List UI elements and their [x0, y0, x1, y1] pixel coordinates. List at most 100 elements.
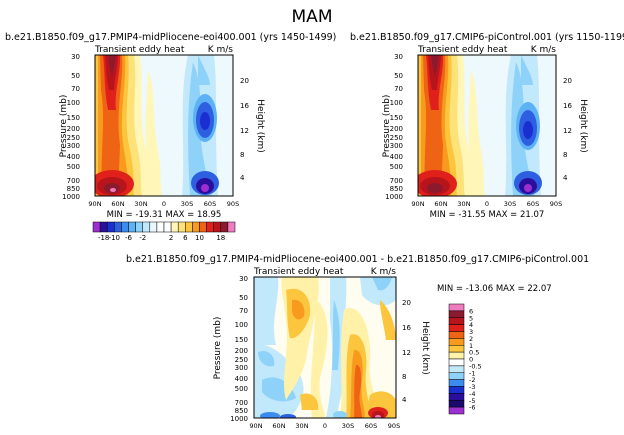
panel-units-label: K m/s [208, 45, 234, 55]
min-max-stats: MIN = -19.31 MAX = 18.95 [107, 210, 222, 220]
y2-axis-height: 20 16 12 8 4 Height (km) [402, 299, 430, 404]
colorbar-swatch [448, 365, 465, 373]
colorbar-tick-label: 18 [216, 234, 225, 242]
height-tick-label: 4 [563, 174, 568, 182]
x-tick-label: 60S [527, 200, 539, 208]
y2-axis-label: Height (km) [255, 99, 265, 153]
x-tick-label: 0 [323, 422, 327, 430]
panel-title: b.e21.B1850.f09_g17.CMIP6-piControl.001 … [350, 32, 624, 43]
colorbar-swatch [149, 221, 158, 233]
y2-axis-height: 20 16 12 8 4 Height (km) [240, 77, 265, 182]
x-tick-label: 90S [388, 422, 400, 430]
y-tick-label: 200 [67, 125, 80, 133]
panel-title: b.e21.B1850.f09_g17.PMIP4-midPliocene-eo… [5, 32, 336, 43]
colorbar-swatch [185, 221, 193, 233]
colorbar-swatch [135, 221, 143, 233]
colorbar-swatch [448, 310, 465, 318]
panel-bottom-difference: b.e21.B1850.f09_g17.PMIP4-midPliocene-eo… [126, 254, 589, 430]
colorbar-tick-label: -10 [109, 234, 120, 242]
x-tick-label: 30N [295, 422, 308, 430]
colorbar-swatch [142, 221, 151, 233]
colorbar-tick-label: 10 [195, 234, 204, 242]
colorbar-swatch [448, 358, 465, 367]
colorbar-swatch [220, 221, 229, 233]
colorbar-tick-label: -0.5 [469, 362, 482, 370]
height-tick-label: 20 [563, 77, 572, 85]
colorbar-swatch [106, 221, 115, 233]
y-tick-label: 50 [394, 72, 403, 80]
colorbar-tick-label: -2 [139, 234, 146, 242]
x-tick-label: 60S [365, 422, 377, 430]
y-axis-pressure: 30 50 70 100 150 200 250 300 400 500 700… [213, 275, 248, 423]
colorbar-tick-label: 1 [469, 342, 473, 350]
y-tick-label: 500 [235, 385, 248, 393]
y-tick-label: 100 [390, 99, 403, 107]
colorbar-swatch [156, 221, 165, 233]
colorbar-tick-label: 5 [469, 314, 473, 322]
height-tick-label: 4 [240, 174, 245, 182]
x-tick-label: 90N [411, 200, 424, 208]
y-tick-label: 200 [235, 347, 248, 355]
y-tick-label: 1000 [230, 415, 248, 423]
colorbar-tick-label: -5 [469, 397, 475, 405]
colorbar-tick-label: -18 [98, 234, 109, 242]
y2-axis-label: Height (km) [420, 321, 430, 375]
colorbar-swatch [448, 338, 465, 346]
colorbar-swatch [448, 379, 465, 387]
panel-top-right: b.e21.B1850.f09_g17.CMIP6-piControl.001 … [350, 32, 624, 220]
colorbar-swatch [448, 400, 465, 408]
y-tick-label: 250 [390, 134, 403, 142]
colorbar-swatch [448, 406, 465, 415]
colorbar-tick-label: -6 [125, 234, 133, 242]
y-tick-label: 250 [235, 356, 248, 364]
x-tick-label: 60N [434, 200, 447, 208]
y-tick-label: 150 [235, 336, 248, 344]
y-tick-label: 100 [67, 99, 80, 107]
y-tick-label: 850 [235, 407, 248, 415]
panel-left-label: Transient eddy heat [94, 45, 185, 55]
x-tick-label: 60S [204, 200, 216, 208]
y-tick-label: 150 [67, 114, 80, 122]
y-tick-label: 30 [71, 53, 80, 61]
colorbar-tick-label: -2 [469, 376, 475, 384]
y-tick-label: 400 [390, 153, 403, 161]
colorbar-swatch [448, 372, 465, 380]
y-axis-label: Pressure (mb) [382, 95, 392, 158]
x-tick-label: 60N [272, 422, 285, 430]
y-tick-label: 400 [67, 153, 80, 161]
y-tick-label: 300 [67, 142, 80, 150]
y-tick-label: 1000 [385, 193, 403, 201]
page-title: MAM [292, 7, 333, 27]
colorbar-tick-label: -3 [469, 383, 475, 391]
x-tick-label: 90S [227, 200, 239, 208]
colorbar-swatch [227, 221, 236, 233]
y-tick-label: 30 [239, 275, 248, 283]
height-tick-label: 16 [563, 102, 572, 110]
y-tick-label: 850 [390, 185, 403, 193]
y2-axis-label: Height (km) [578, 99, 588, 153]
x-tick-label: 30S [342, 422, 354, 430]
heatmap-field [254, 277, 396, 418]
colorbar-tick-label: 3 [469, 328, 473, 336]
x-axis: 90N 60N 30N 0 30S 60S 90S [249, 422, 400, 430]
colorbar-swatch [192, 221, 200, 233]
colorbar-swatch [121, 221, 129, 233]
y-tick-label: 50 [71, 72, 80, 80]
x-tick-label: 90N [88, 200, 101, 208]
colorbar-tick-label: 0 [469, 356, 473, 364]
y-tick-label: 500 [67, 163, 80, 171]
y-tick-label: 300 [390, 142, 403, 150]
height-tick-label: 8 [402, 373, 406, 381]
colorbar-tick-label: 6 [183, 234, 188, 242]
height-tick-label: 16 [240, 102, 249, 110]
min-max-stats: MIN = -13.06 MAX = 22.07 [437, 284, 552, 294]
y-tick-label: 250 [67, 134, 80, 142]
panel-left-label: Transient eddy heat [253, 267, 344, 277]
y-axis-pressure: 30 50 70 100 150 200 250 300 400 500 700… [382, 53, 403, 201]
height-tick-label: 12 [563, 127, 572, 135]
colorbar-swatch [448, 303, 465, 312]
x-tick-label: 30S [504, 200, 516, 208]
x-tick-label: 30N [134, 200, 147, 208]
colorbar-swatch [448, 345, 465, 353]
